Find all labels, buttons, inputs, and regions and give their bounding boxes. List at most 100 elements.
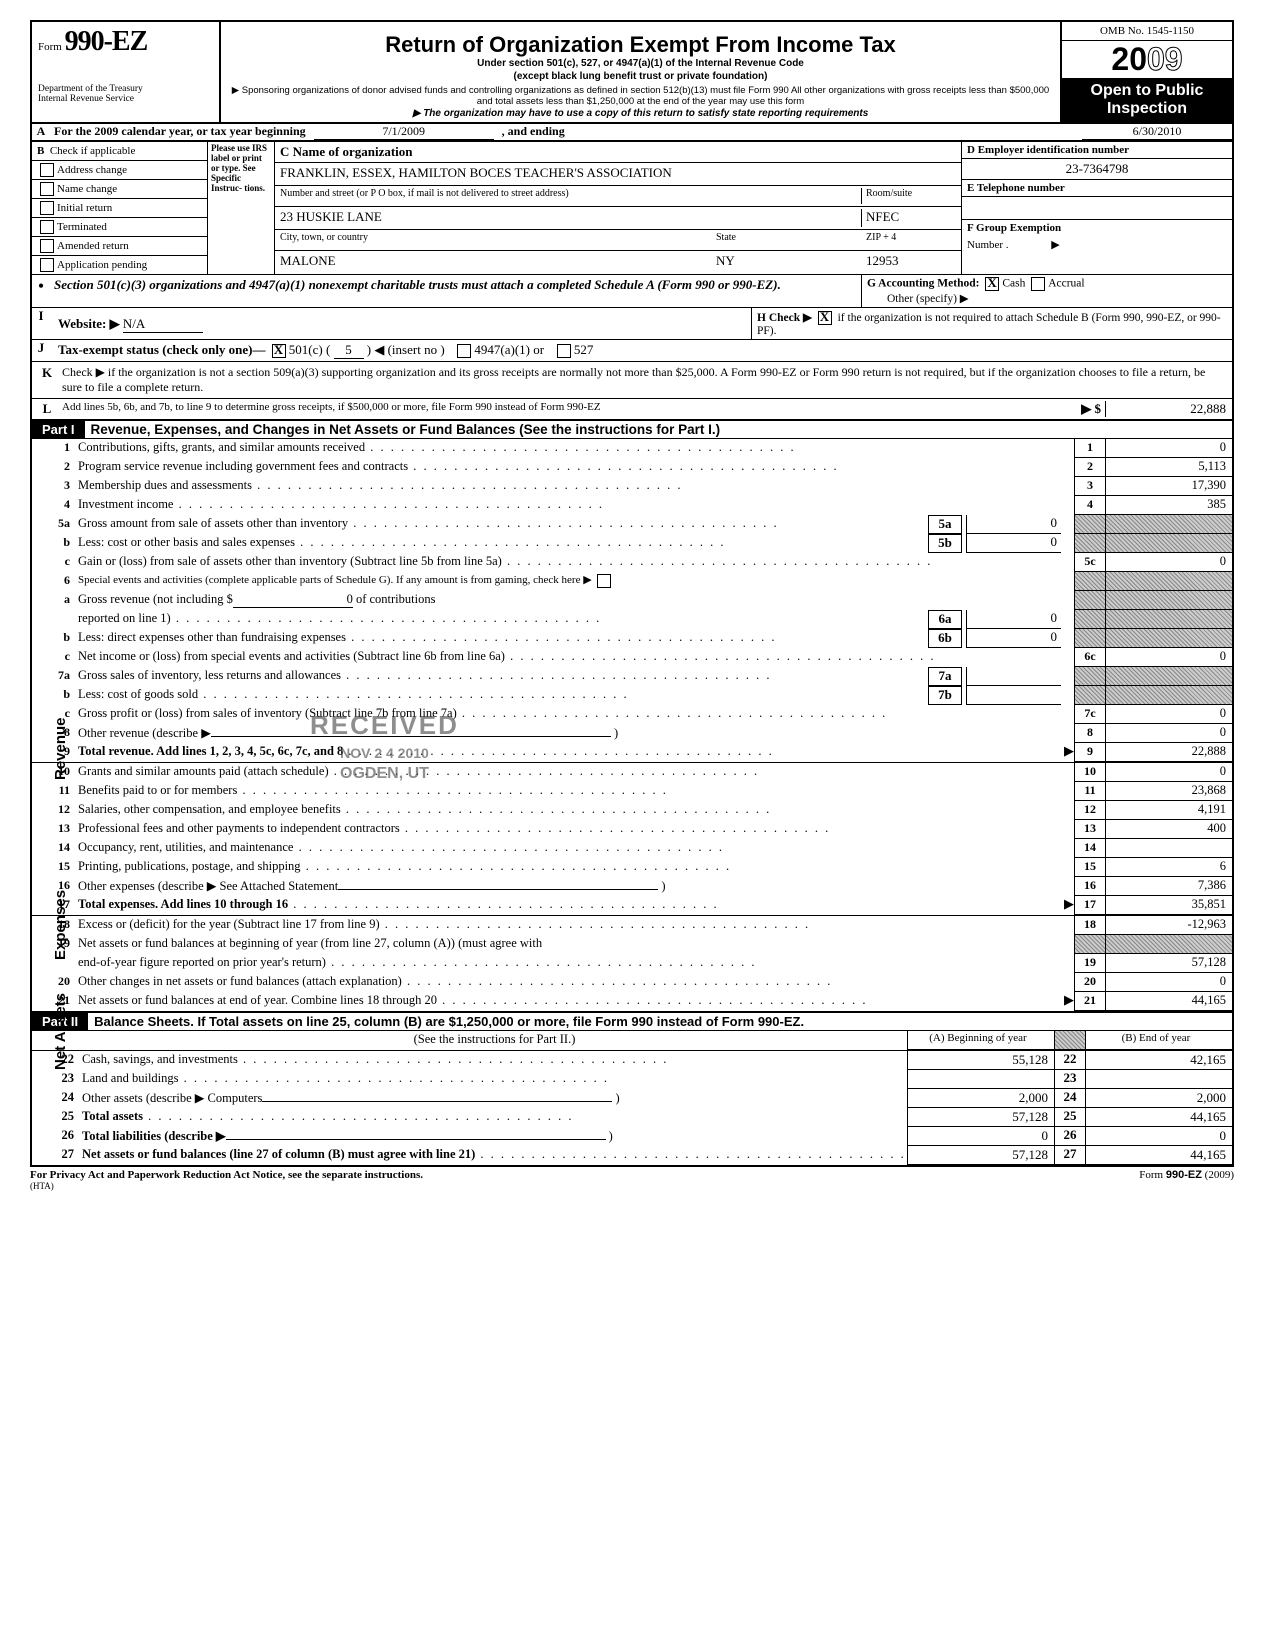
l6-check[interactable] (597, 574, 611, 588)
g-other: Other (specify) ▶ (867, 291, 1227, 305)
i-label: Website: ▶ (58, 316, 120, 331)
b-opt-amended[interactable]: Amended return (32, 236, 207, 255)
j-527-check[interactable] (557, 344, 571, 358)
j-501c-check[interactable] (272, 344, 286, 358)
a-mid: , and ending (502, 124, 565, 140)
l6c-val: 0 (1105, 648, 1232, 667)
row-501c3: • Section 501(c)(3) organizations and 49… (30, 275, 1234, 308)
tax-year: 2009 (1062, 41, 1232, 78)
l10-text: Grants and similar amounts paid (attach … (78, 764, 329, 778)
l19b-text: end-of-year figure reported on prior yea… (78, 955, 326, 969)
f-label: F Group Exemption (962, 220, 1232, 236)
h-check[interactable] (818, 311, 832, 325)
org-city[interactable]: MALONE (280, 253, 716, 271)
city-label: City, town, or country (280, 232, 716, 248)
b-opt-terminated[interactable]: Terminated (32, 217, 207, 236)
l16-val: 7,386 (1105, 877, 1232, 896)
row-k: K Check ▶ if the organization is not a s… (30, 362, 1234, 399)
l9-val: 22,888 (1105, 743, 1232, 762)
l7a-text: Gross sales of inventory, less returns a… (78, 668, 341, 682)
header-left: Form 990-EZ Department of the Treasury I… (32, 22, 221, 122)
l20-text: Other changes in net assets or fund bala… (78, 974, 402, 988)
l8-text: Other revenue (describe ▶ (78, 726, 211, 740)
l7a-box: 7a (928, 667, 962, 686)
footer-hta: (HTA) (30, 1181, 423, 1191)
l9-text: Total revenue. Add lines 1, 2, 3, 4, 5c,… (78, 744, 343, 758)
label-j: J (32, 340, 50, 361)
l6a2-bv: 0 (966, 610, 1061, 629)
l16-text: Other expenses (describe ▶ See Attached … (78, 879, 338, 893)
g-accrual-check[interactable] (1031, 277, 1045, 291)
l6-text: Special events and activities (complete … (78, 574, 592, 586)
part2-header: Part II Balance Sheets. If Total assets … (30, 1013, 1234, 1031)
e-label: E Telephone number (962, 180, 1232, 197)
b-opt-pending[interactable]: Application pending (32, 255, 207, 274)
org-zip[interactable]: 12953 (866, 253, 956, 271)
page-footer: For Privacy Act and Paperwork Reduction … (30, 1165, 1234, 1191)
b-opt-0: Address change (57, 164, 127, 176)
part1-title: Revenue, Expenses, and Changes in Net As… (85, 421, 727, 438)
f-number-label: Number . (967, 239, 1009, 251)
b-opt-name[interactable]: Name change (32, 179, 207, 198)
please-use-irs: Please use IRS label or print or type. S… (208, 142, 275, 274)
bs27-b: 44,165 (1085, 1146, 1232, 1165)
l11-val: 23,868 (1105, 782, 1232, 801)
l18-val: -12,963 (1105, 916, 1232, 935)
l8-val: 0 (1105, 724, 1232, 743)
part1-header: Part I Revenue, Expenses, and Changes in… (30, 421, 1234, 439)
dept-line1: Department of the Treasury (38, 84, 213, 94)
l2-text: Program service revenue including govern… (78, 459, 408, 473)
bullet-icon: • (32, 275, 50, 307)
l19-val: 57,128 (1105, 954, 1232, 973)
j-4947: 4947(a)(1) or (474, 342, 544, 357)
bullet-text: Section 501(c)(3) organizations and 4947… (50, 275, 861, 307)
l7b-text: Less: cost of goods sold (78, 687, 198, 701)
d-label: D Employer identification number (962, 142, 1232, 159)
dept-line2: Internal Revenue Service (38, 94, 213, 104)
d-ein[interactable]: 23-7364798 (962, 159, 1232, 180)
part2-table: (See the instructions for Part II.) (A) … (30, 1031, 1234, 1165)
form-title: Return of Organization Exempt From Incom… (231, 32, 1050, 58)
l5b-bv: 0 (966, 534, 1061, 553)
b-opt-initial[interactable]: Initial return (32, 198, 207, 217)
c-label: C Name of organization (280, 144, 413, 160)
bs25-a: 57,128 (907, 1108, 1054, 1127)
l-text: Add lines 5b, 6b, and 7b, to line 9 to d… (56, 401, 1061, 417)
l5c-val: 0 (1105, 553, 1232, 572)
bs22-b: 42,165 (1085, 1051, 1232, 1070)
l21-val: 44,165 (1105, 992, 1232, 1011)
part2-sub: (See the instructions for Part II.) (82, 1031, 907, 1050)
l6a1-mid: 0 (233, 592, 353, 608)
l5c-text: Gain or (loss) from sale of assets other… (78, 554, 502, 568)
l20-val: 0 (1105, 973, 1232, 992)
org-state[interactable]: NY (716, 253, 866, 271)
j-insert: ) ◀ (insert no ) (367, 342, 445, 357)
org-address[interactable]: 23 HUSKIE LANE (280, 209, 861, 227)
b-opt-5: Application pending (57, 259, 147, 271)
bs27-a: 57,128 (907, 1146, 1054, 1165)
org-room[interactable]: NFEC (861, 209, 956, 227)
bs23-a (907, 1070, 1054, 1089)
header-right: OMB No. 1545-1150 2009 Open to Public In… (1060, 22, 1232, 122)
side-netassets: Net Assets (52, 993, 69, 1070)
a-end[interactable]: 6/30/2010 (1082, 124, 1232, 140)
i-website[interactable]: N/A (123, 316, 203, 333)
e-phone[interactable] (962, 197, 1232, 220)
a-begin[interactable]: 7/1/2009 (314, 124, 494, 140)
l-arrow: ▶ $ (1061, 401, 1105, 417)
g-cash-check[interactable] (985, 277, 999, 291)
j-501c: 501(c) ( (289, 342, 331, 357)
part2-title: Balance Sheets. If Total assets on line … (88, 1013, 810, 1030)
l5a-box: 5a (928, 515, 962, 534)
b-header: Check if applicable (50, 145, 136, 157)
j-4947-check[interactable] (457, 344, 471, 358)
org-name[interactable]: FRANKLIN, ESSEX, HAMILTON BOCES TEACHER'… (280, 165, 672, 183)
open-public: Open to Public Inspection (1062, 78, 1232, 122)
l19a-text: Net assets or fund balances at beginning… (78, 936, 542, 950)
form-number: 990-EZ (65, 26, 148, 57)
j-501c-num[interactable]: 5 (334, 342, 364, 359)
b-opt-address[interactable]: Address change (32, 160, 207, 179)
b-opt-3: Terminated (57, 221, 107, 233)
l6a2-text: reported on line 1) (78, 611, 171, 625)
l15-val: 6 (1105, 858, 1232, 877)
